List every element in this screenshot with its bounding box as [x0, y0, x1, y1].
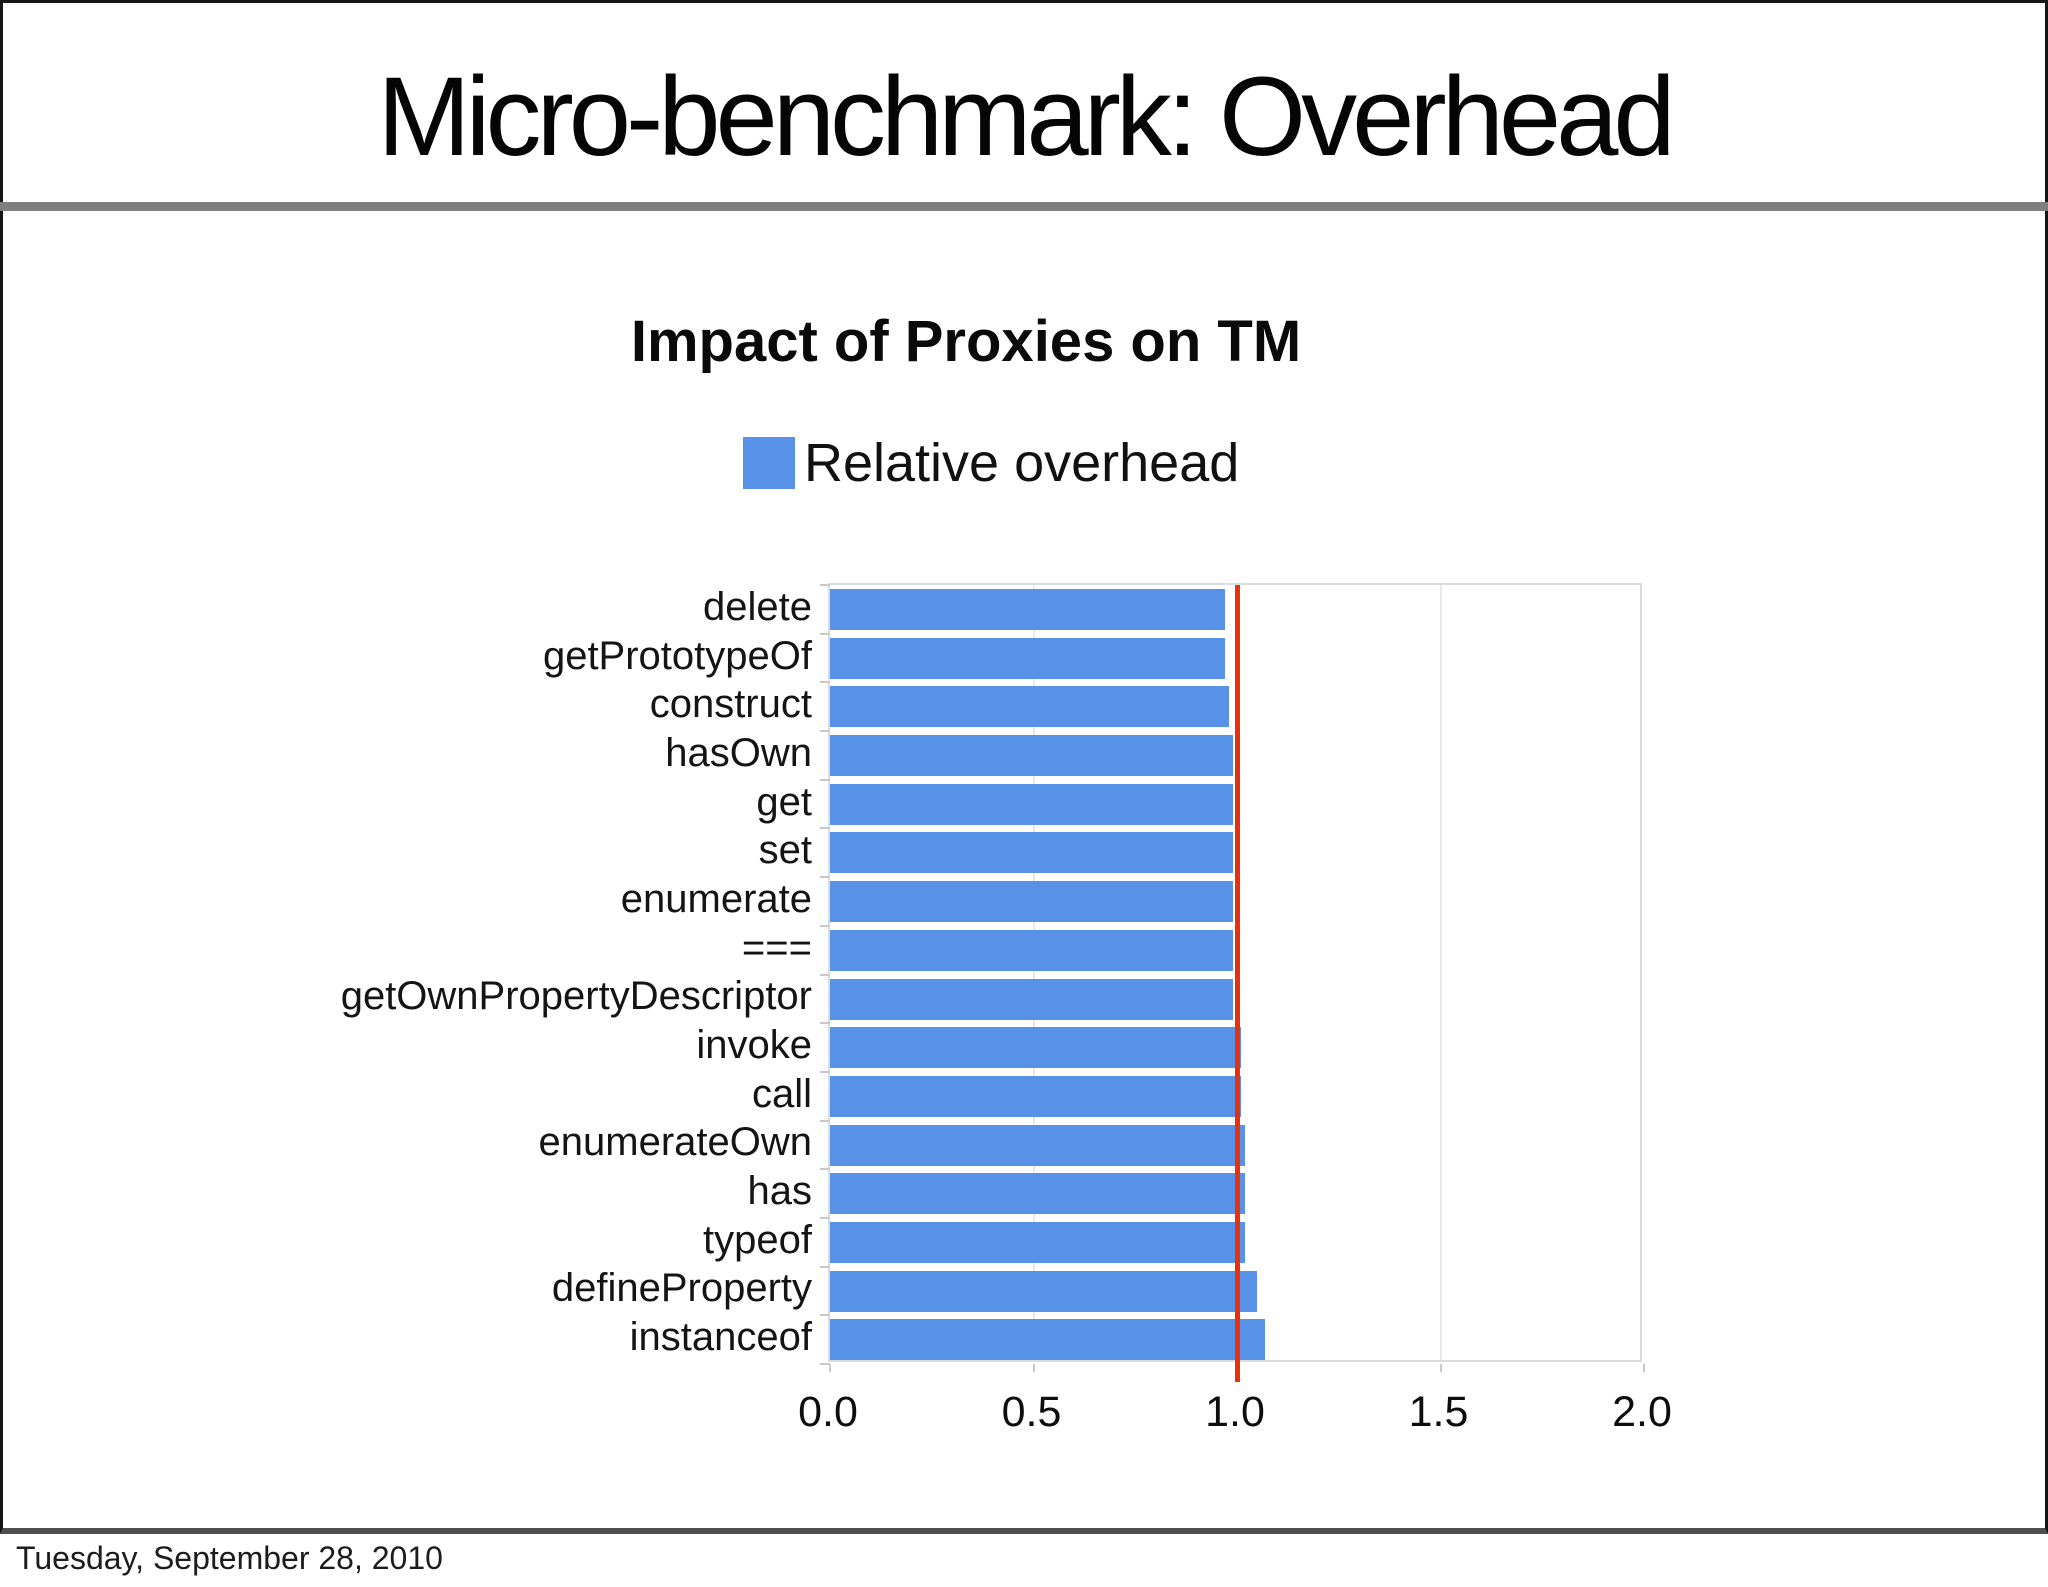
gridline: [1032, 585, 1035, 1360]
x-axis-label: 1.0: [1205, 1388, 1265, 1436]
category-label: getPrototypeOf: [542, 633, 812, 678]
y-axis-tick: [820, 730, 830, 733]
bar-instanceof: [830, 1319, 1266, 1361]
chart-legend: Relative overhead: [743, 433, 1239, 493]
bar-delete: [830, 589, 1225, 630]
category-label: get: [756, 779, 812, 824]
x-axis-label: 1.5: [1408, 1388, 1469, 1436]
footer-date: Tuesday, September 28, 2010: [16, 1540, 443, 1576]
category-label: enumerate: [620, 876, 812, 921]
y-axis-tick: [820, 1216, 830, 1219]
y-axis-tick: [820, 681, 830, 684]
bar-invoke: [830, 1027, 1242, 1069]
category-label: instanceof: [629, 1315, 812, 1360]
category-label: defineProperty: [551, 1266, 812, 1311]
bar-construct: [830, 686, 1229, 728]
bar-getOwnPropertyDescriptor: [830, 978, 1233, 1020]
category-label: enumerateOwn: [538, 1120, 812, 1165]
plot-area: [820, 583, 1645, 1382]
category-label: call: [751, 1071, 812, 1116]
x-axis-label: 0.5: [1001, 1388, 1062, 1436]
bar-defineProperty: [830, 1270, 1258, 1312]
category-axis-labels: delete getPrototypeOf construct hasOwn get se…: [0, 0, 812, 1400]
bar-call: [830, 1075, 1242, 1117]
chart-title: Impact of Proxies on TM: [630, 309, 1302, 374]
y-axis-tick: [820, 1363, 830, 1365]
bar-get: [830, 783, 1233, 825]
y-axis-tick: [820, 876, 830, 879]
bar-getPrototypeOf: [830, 637, 1225, 679]
y-axis-tick: [820, 924, 830, 927]
category-label: delete: [703, 584, 812, 629]
bar-enumerateOwn: [830, 1124, 1246, 1166]
legend-label: Relative overhead: [804, 432, 1240, 493]
bar-hasOwn: [830, 735, 1233, 777]
page-title: Micro-benchmark: Overhead: [377, 54, 1675, 179]
category-label: typeof: [703, 1217, 812, 1262]
y-axis-tick: [820, 584, 830, 586]
category-label: hasOwn: [665, 730, 812, 775]
bar-set: [830, 832, 1233, 874]
y-axis-tick: [820, 827, 830, 830]
x-axis-tick: [1439, 1364, 1442, 1372]
x-axis-labels: 0.0 0.5 1.0 1.5 2.0: [0, 1388, 2048, 1448]
category-label: has: [747, 1169, 813, 1214]
reference-line: [1235, 585, 1240, 1382]
x-axis-tick: [1032, 1364, 1035, 1372]
category-label: invoke: [696, 1023, 812, 1068]
y-axis-tick: [820, 1168, 830, 1171]
y-axis-tick: [820, 1314, 830, 1317]
y-axis-tick: [820, 1022, 830, 1025]
y-axis-tick: [820, 973, 830, 976]
category-label: ===: [741, 925, 812, 970]
x-axis-tick: [829, 1364, 831, 1372]
gridline: [1439, 585, 1442, 1360]
y-axis-tick: [820, 778, 830, 781]
bar-enumerate: [830, 881, 1233, 923]
x-axis-label: 0.0: [798, 1388, 858, 1436]
bar-has: [830, 1173, 1246, 1215]
category-label: construct: [649, 682, 812, 727]
category-label: set: [758, 828, 812, 873]
y-axis-tick: [820, 1119, 830, 1122]
y-axis-tick: [820, 1265, 830, 1268]
category-label: getOwnPropertyDescriptor: [340, 974, 812, 1019]
x-axis-tick: [1643, 1364, 1645, 1372]
y-axis-tick: [820, 632, 830, 635]
bar-===: [830, 929, 1233, 971]
x-axis-label: 2.0: [1612, 1388, 1672, 1436]
bar-typeof: [830, 1221, 1246, 1263]
legend-color-swatch: [743, 436, 795, 489]
y-axis-tick: [820, 1070, 830, 1073]
title-separator: [0, 202, 2048, 211]
